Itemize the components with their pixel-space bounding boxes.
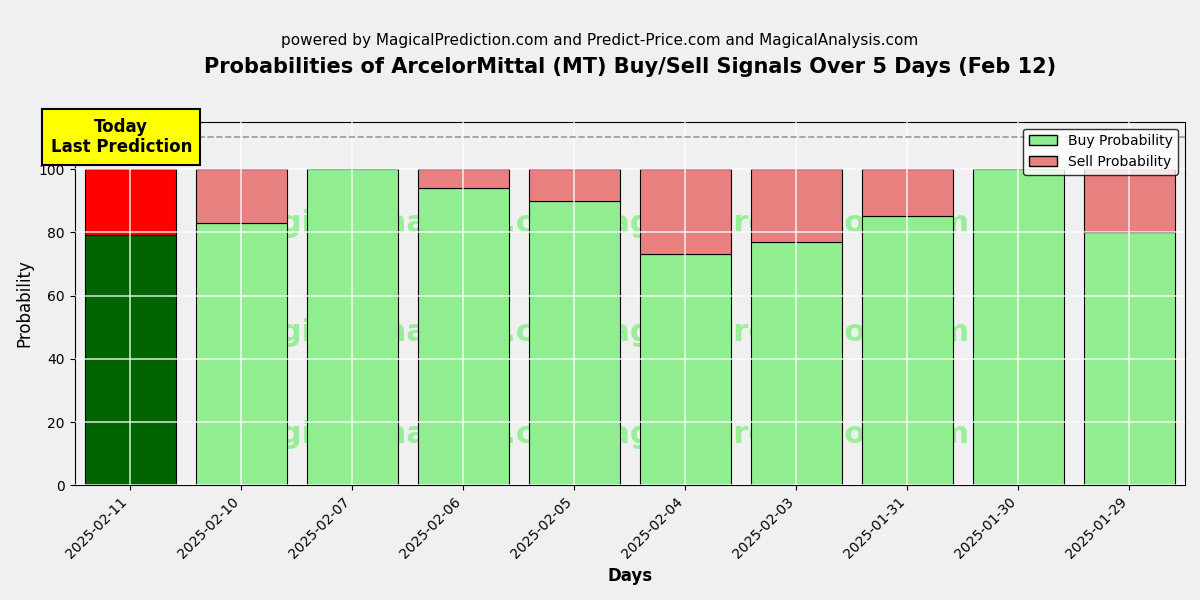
Bar [529,169,620,200]
Bar [418,188,509,485]
Text: MagicalAnalysis.com: MagicalAnalysis.com [229,318,587,347]
Legend: Buy Probability, Sell Probability: Buy Probability, Sell Probability [1024,128,1178,175]
Text: MagicalPrediction.com: MagicalPrediction.com [580,420,970,449]
Bar [751,242,842,485]
Text: MagicalPrediction.com: MagicalPrediction.com [580,318,970,347]
Bar [862,169,953,217]
Bar [862,217,953,485]
Bar [418,169,509,188]
X-axis label: Days: Days [607,567,653,585]
Bar [196,169,287,223]
Bar [1084,232,1175,485]
Bar [307,169,397,485]
Bar [973,169,1064,485]
Bar [640,169,731,254]
Text: MagicalAnalysis.com: MagicalAnalysis.com [229,209,587,238]
Bar [196,223,287,485]
Bar [529,200,620,485]
Bar [751,169,842,242]
Text: Today
Last Prediction: Today Last Prediction [50,118,192,157]
Text: MagicalAnalysis.com: MagicalAnalysis.com [229,420,587,449]
Bar [85,235,175,485]
Title: Probabilities of ArcelorMittal (MT) Buy/Sell Signals Over 5 Days (Feb 12): Probabilities of ArcelorMittal (MT) Buy/… [204,57,1056,77]
Text: MagicalPrediction.com: MagicalPrediction.com [580,209,970,238]
Y-axis label: Probability: Probability [16,259,34,347]
Text: powered by MagicalPrediction.com and Predict-Price.com and MagicalAnalysis.com: powered by MagicalPrediction.com and Pre… [281,33,919,48]
Bar [640,254,731,485]
Bar [85,169,175,235]
Bar [1084,169,1175,232]
